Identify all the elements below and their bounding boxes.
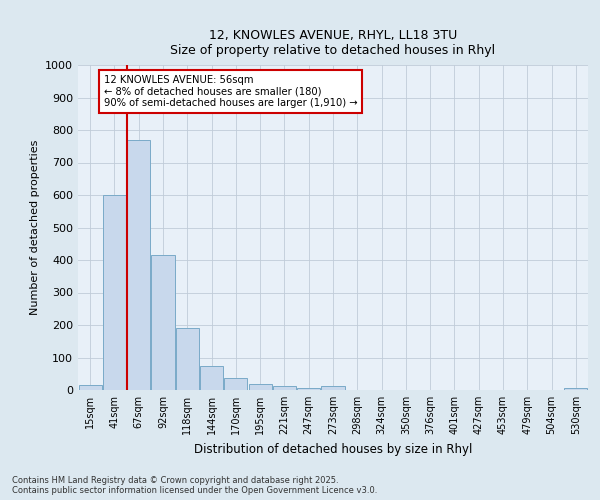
- Bar: [322, 386, 344, 390]
- Bar: [79, 385, 101, 390]
- Bar: [565, 388, 587, 390]
- Bar: [176, 328, 199, 390]
- Y-axis label: Number of detached properties: Number of detached properties: [29, 140, 40, 315]
- Bar: [224, 378, 247, 390]
- Text: Contains HM Land Registry data © Crown copyright and database right 2025.
Contai: Contains HM Land Registry data © Crown c…: [12, 476, 377, 495]
- Bar: [200, 366, 223, 390]
- Bar: [151, 255, 175, 390]
- Bar: [248, 384, 272, 390]
- Bar: [103, 195, 126, 390]
- X-axis label: Distribution of detached houses by size in Rhyl: Distribution of detached houses by size …: [194, 442, 472, 456]
- Title: 12, KNOWLES AVENUE, RHYL, LL18 3TU
Size of property relative to detached houses : 12, KNOWLES AVENUE, RHYL, LL18 3TU Size …: [170, 29, 496, 57]
- Bar: [297, 388, 320, 390]
- Text: 12 KNOWLES AVENUE: 56sqm
← 8% of detached houses are smaller (180)
90% of semi-d: 12 KNOWLES AVENUE: 56sqm ← 8% of detache…: [104, 74, 357, 108]
- Bar: [127, 140, 150, 390]
- Bar: [273, 386, 296, 390]
